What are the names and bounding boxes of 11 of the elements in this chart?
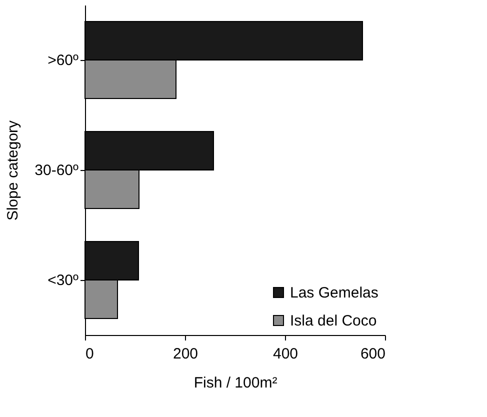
x-tick-label: 600 <box>360 346 386 362</box>
y-tick-label: <30º <box>48 272 80 289</box>
x-tick-label: 0 <box>86 346 94 362</box>
y-tick-label: >60º <box>48 52 80 69</box>
x-tick-label: 400 <box>272 346 298 362</box>
y-axis-title: Slope category <box>4 120 22 221</box>
y-tick-label: 30-60º <box>34 162 80 179</box>
legend-label: Las Gemelas <box>290 284 378 302</box>
x-tick-label: 200 <box>172 346 198 362</box>
x-axis-title: Fish / 100m² <box>194 374 278 392</box>
legend-label: Isla del Coco <box>290 312 377 330</box>
